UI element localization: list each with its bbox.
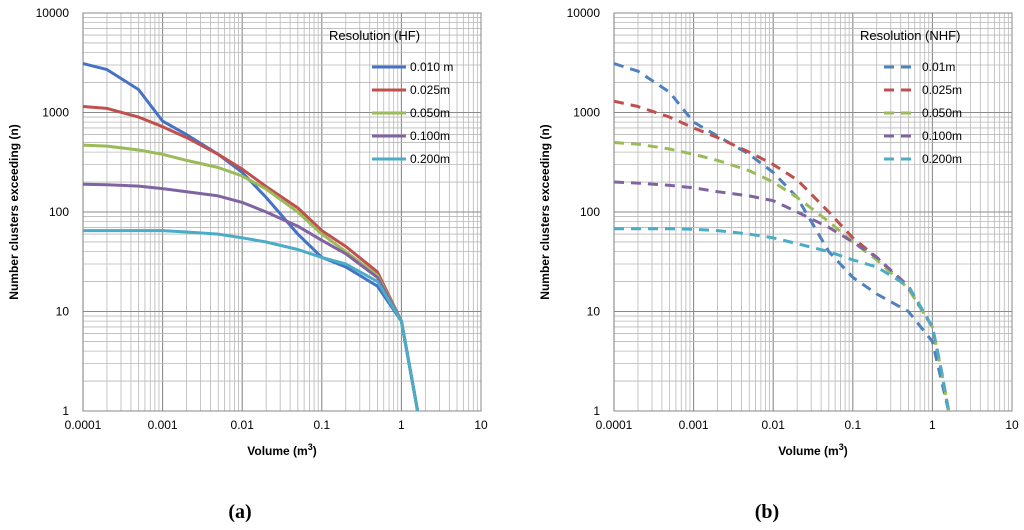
legend-label: 0.200m bbox=[410, 152, 450, 166]
legend-label: 0.010 m bbox=[410, 60, 453, 74]
series-line-5 bbox=[614, 227, 951, 412]
legend-label: 0.100m bbox=[922, 129, 962, 143]
x-axis-title-end: ) bbox=[313, 444, 317, 458]
y-tick-label: 10 bbox=[587, 305, 601, 319]
y-tick-label: 10 bbox=[56, 305, 70, 319]
grid bbox=[82, 13, 481, 412]
x-axis-title-main: Volume (m bbox=[778, 444, 838, 458]
x-tick-label: 0.001 bbox=[679, 418, 709, 432]
panel-label: (b) bbox=[755, 501, 779, 523]
y-tick-label: 100 bbox=[580, 205, 600, 219]
y-axis-title: Number clusters exceeding (n) bbox=[538, 124, 552, 299]
series-line-2 bbox=[613, 99, 951, 412]
x-tick-label: 10 bbox=[474, 418, 488, 432]
x-axis-title: Volume (m3) bbox=[247, 442, 316, 458]
chart-panel-a: 0.0001 0.001 0.01 0.1 1 10 1 10 100 1000 10000 Volu… bbox=[7, 6, 488, 523]
x-axis-title-end: ) bbox=[844, 444, 848, 458]
x-axis-title-sup: 3 bbox=[839, 442, 844, 452]
y-tick-label: 1 bbox=[62, 404, 69, 418]
x-axis-title: Volume (m3) bbox=[778, 442, 847, 458]
x-tick-label: 0.0001 bbox=[65, 418, 102, 432]
chart-panel-b: 0.0001 0.001 0.01 0.1 1 10 1 10 100 1000 10000 Volu… bbox=[538, 6, 1019, 523]
y-tick-label: 10000 bbox=[36, 6, 70, 20]
legend-label: 0.050m bbox=[410, 106, 450, 120]
series-lines bbox=[82, 62, 420, 412]
panel-label: (a) bbox=[228, 501, 251, 523]
legend-label: 0.100m bbox=[410, 129, 450, 143]
series-line-5 bbox=[83, 229, 420, 412]
series-line-4 bbox=[613, 180, 951, 412]
x-tick-label: 1 bbox=[929, 418, 936, 432]
series-line-3 bbox=[613, 141, 951, 412]
legend-title: Resolution (NHF) bbox=[860, 28, 960, 43]
y-tick-label: 1 bbox=[593, 404, 600, 418]
grid bbox=[613, 13, 1012, 412]
y-tick-label: 10000 bbox=[567, 6, 601, 20]
x-tick-label: 1 bbox=[398, 418, 405, 432]
legend: Resolution (NHF) 0.01m 0.025m 0.050m 0.100m 0… bbox=[860, 28, 962, 166]
plot-frame bbox=[613, 12, 1013, 412]
legend-label: 0.200m bbox=[922, 152, 962, 166]
legend-label: 0.025m bbox=[410, 83, 450, 97]
x-axis-title-sup: 3 bbox=[308, 442, 313, 452]
x-tick-label: 0.1 bbox=[844, 418, 861, 432]
legend-title: Resolution (HF) bbox=[329, 28, 420, 43]
x-tick-label: 0.0001 bbox=[596, 418, 633, 432]
y-axis-title: Number clusters exceeding (n) bbox=[7, 124, 21, 299]
x-tick-label: 0.001 bbox=[148, 418, 178, 432]
plot-frame bbox=[82, 12, 482, 412]
x-tick-label: 10 bbox=[1005, 418, 1019, 432]
x-axis-title-main: Volume (m bbox=[247, 444, 307, 458]
y-tick-label: 1000 bbox=[573, 106, 600, 120]
legend-label: 0.050m bbox=[922, 106, 962, 120]
x-tick-label: 0.1 bbox=[313, 418, 330, 432]
legend-label: 0.01m bbox=[922, 60, 955, 74]
x-tick-label: 0.01 bbox=[231, 418, 255, 432]
y-tick-label: 1000 bbox=[42, 106, 69, 120]
legend: Resolution (HF) 0.010 m 0.025m 0.050m 0.100m… bbox=[329, 28, 453, 166]
y-tick-label: 100 bbox=[49, 205, 69, 219]
x-tick-label: 0.01 bbox=[762, 418, 786, 432]
legend-label: 0.025m bbox=[922, 83, 962, 97]
series-line-4 bbox=[82, 182, 420, 412]
series-lines bbox=[613, 62, 951, 412]
